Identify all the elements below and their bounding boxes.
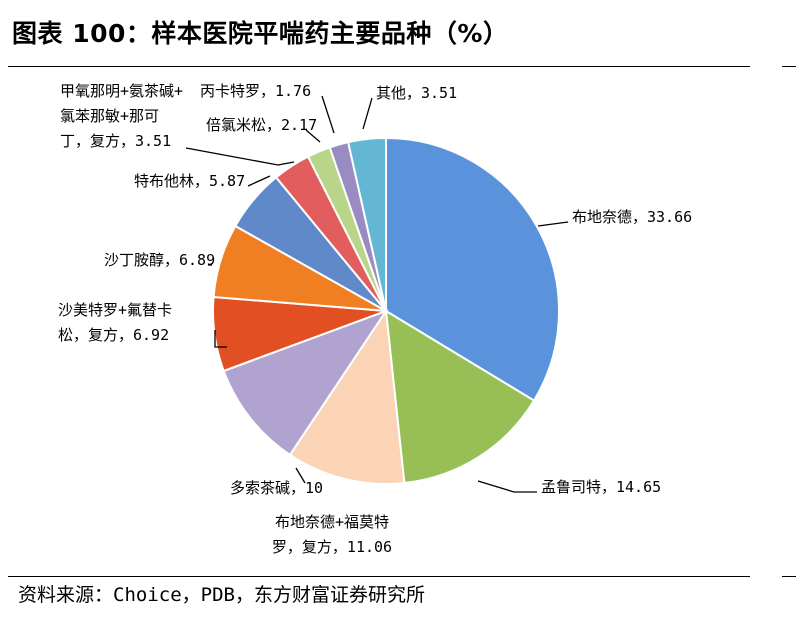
leader-lines bbox=[185, 95, 569, 493]
leader-line bbox=[477, 480, 537, 493]
leader-line bbox=[247, 175, 271, 187]
source-note: 资料来源：Choice，PDB，东方财富证券研究所 bbox=[18, 584, 425, 606]
pie-slice bbox=[346, 136, 387, 312]
pie-slice bbox=[384, 309, 536, 485]
leader-line bbox=[321, 95, 335, 134]
bottom-rule bbox=[8, 576, 750, 577]
slice-label: 布地奈德，33.66 bbox=[572, 208, 692, 226]
leader-line bbox=[295, 467, 306, 484]
leader-line bbox=[185, 147, 295, 166]
slice-label: 甲氧那明+氨茶碱+氯苯那敏+那可丁，复方，3.51 bbox=[60, 82, 183, 150]
slice-label: 沙丁胺醇，6.89 bbox=[104, 251, 215, 269]
slice-label: 多索茶碱，10 bbox=[230, 479, 323, 497]
leader-line bbox=[362, 97, 373, 130]
top-rule-tail bbox=[782, 66, 796, 67]
pie-slice bbox=[222, 308, 389, 457]
slice-label: 其他，3.51 bbox=[376, 84, 457, 102]
pie-slice bbox=[385, 136, 560, 402]
leader-line bbox=[537, 221, 569, 227]
leader-line bbox=[214, 330, 227, 348]
slice-label: 倍氯米松，2.17 bbox=[206, 116, 317, 134]
leader-line bbox=[305, 129, 321, 143]
slice-label: 丙卡特罗，1.76 bbox=[200, 82, 311, 100]
bottom-rule-tail bbox=[782, 576, 796, 577]
pie-slices bbox=[212, 136, 560, 485]
figure-title: 图表 100：样本医院平喘药主要品种（%） bbox=[12, 19, 509, 48]
pie-slice bbox=[288, 308, 406, 485]
slice-label: 孟鲁司特，14.65 bbox=[541, 478, 661, 496]
slice-labels: 布地奈德，33.66 孟鲁司特，14.65 布地奈德+福莫特罗，复方，11.06 多索… bbox=[58, 82, 692, 556]
slice-label: 布地奈德+福莫特罗，复方，11.06 bbox=[272, 513, 392, 556]
slice-label: 特布他林，5.87 bbox=[134, 172, 245, 190]
slice-label: 沙美特罗+氟替卡松，复方，6.92 bbox=[58, 301, 172, 344]
top-rule bbox=[8, 66, 750, 67]
